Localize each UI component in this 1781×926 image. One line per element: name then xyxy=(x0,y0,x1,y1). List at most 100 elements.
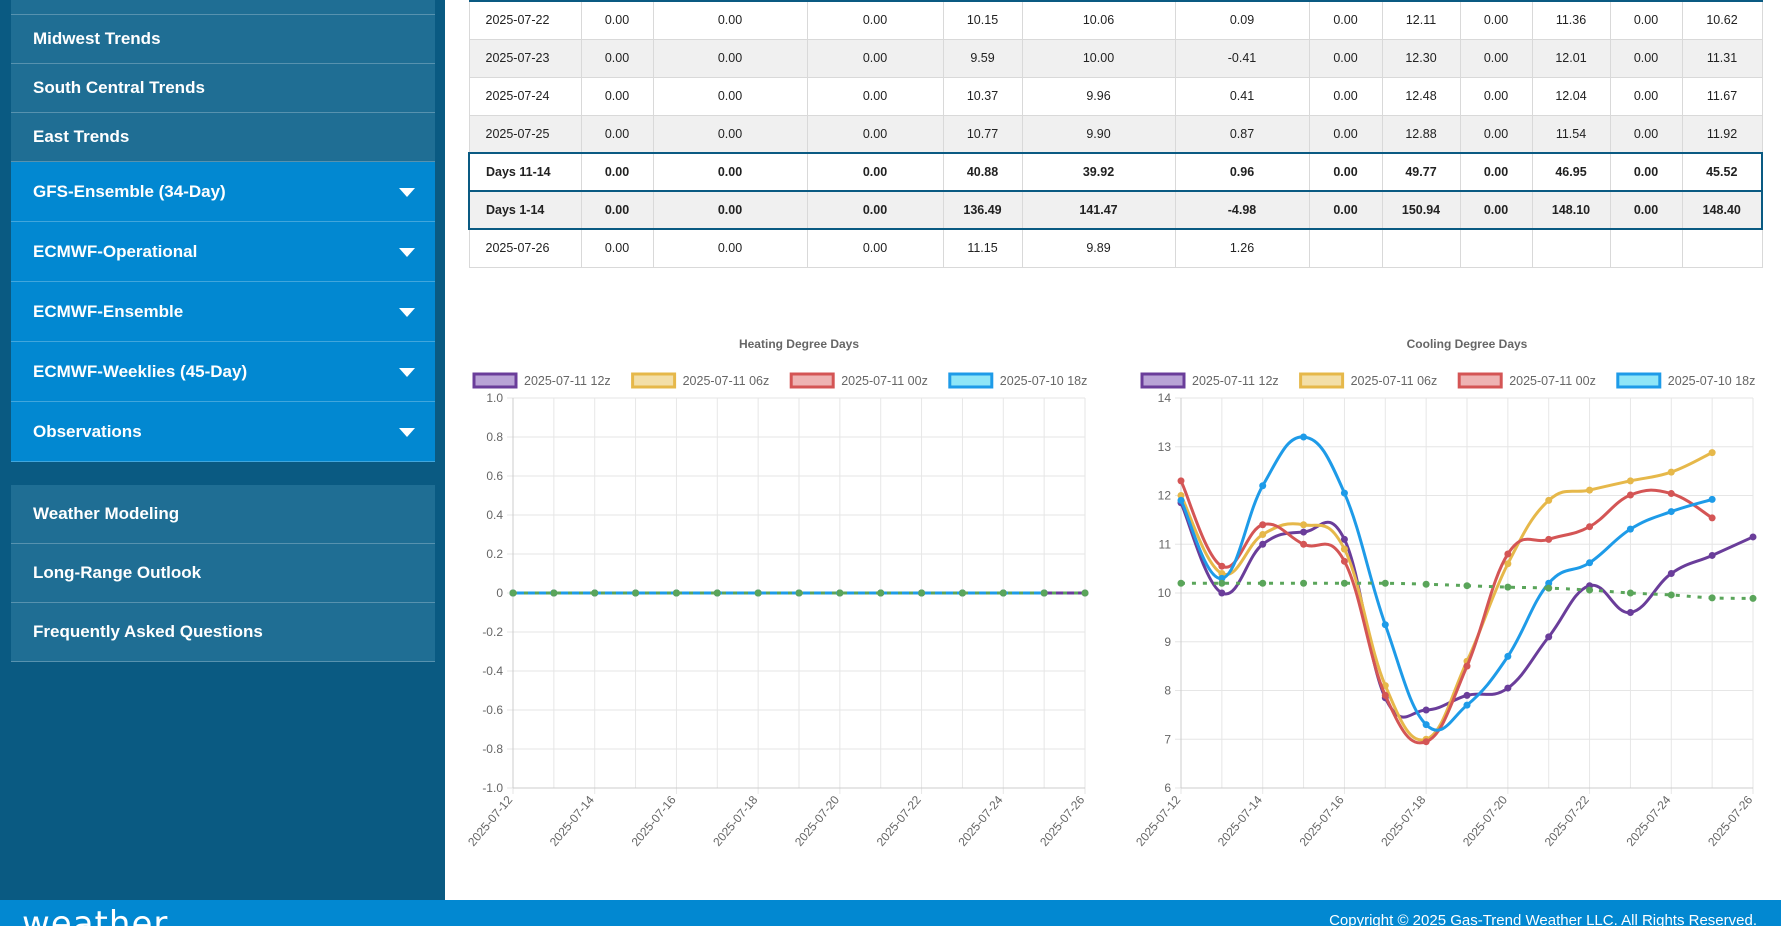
data-point xyxy=(1300,579,1308,587)
sidebar-item-south-central-trends[interactable]: South Central Trends xyxy=(11,64,435,113)
sidebar-item-label: ECMWF-Operational xyxy=(33,241,198,261)
data-point xyxy=(1586,486,1594,494)
sidebar-item-east-trends[interactable]: East Trends xyxy=(11,113,435,162)
table-cell: 45.52 xyxy=(1681,152,1763,192)
x-tick-label: 2025-07-14 xyxy=(1215,793,1265,849)
y-tick-label: 12 xyxy=(1158,489,1172,503)
table-cell: 0.00 xyxy=(652,190,808,230)
table-cell: -0.41 xyxy=(1174,38,1310,78)
table-cell: 10.77 xyxy=(942,114,1023,154)
table-cell: 0.00 xyxy=(580,0,654,40)
sidebar-item-long-range-outlook[interactable]: Long-Range Outlook xyxy=(11,544,435,603)
degree-days-table: 2025-07-22 0.00 0.00 0.00 10.15 10.06 0.09 0.00… xyxy=(468,0,1763,268)
table-cell: 0.00 xyxy=(652,152,808,192)
x-tick-label: 2025-07-26 xyxy=(1037,793,1087,849)
table-cell: 40.88 xyxy=(942,152,1023,192)
data-point xyxy=(1586,586,1594,594)
table-cell: 0.00 xyxy=(580,114,654,154)
table-cell: 0.00 xyxy=(806,152,944,192)
table-cell: 1.26 xyxy=(1174,228,1310,268)
data-point xyxy=(1177,492,1185,499)
table-row: 2025-07-24 0.00 0.00 0.00 10.37 9.96 0.41 0.00 1… xyxy=(468,76,1763,116)
table-cell: 0.09 xyxy=(1174,0,1310,40)
data-point xyxy=(1667,591,1675,599)
table-cell: 0.00 xyxy=(1459,114,1533,154)
data-point xyxy=(1586,559,1594,567)
table-cell: 0.00 xyxy=(652,38,808,78)
table-cell: 9.96 xyxy=(1021,76,1176,116)
sidebar-item-faq[interactable]: Frequently Asked Questions xyxy=(11,603,435,662)
cooling-degree-days-chart: Cooling Degree Days 2025-07-11 12z 2025-07… xyxy=(1133,330,1781,870)
table-cell: 0.00 xyxy=(1609,0,1683,40)
sidebar-item-label: ECMWF-Weeklies (45-Day) xyxy=(33,361,248,381)
footer-logo[interactable]: weather xyxy=(22,904,169,926)
table-cell: 0.00 xyxy=(580,38,654,78)
y-tick-label: -1.0 xyxy=(482,781,503,795)
sidebar-item-weather-modeling[interactable]: Weather Modeling xyxy=(11,485,435,544)
table-cell: 11.31 xyxy=(1681,38,1763,78)
table-cell: 49.77 xyxy=(1381,152,1461,192)
sidebar-item-ecmwf-weeklies[interactable]: ECMWF-Weeklies (45-Day) xyxy=(11,342,435,402)
x-tick-label: 2025-07-12 xyxy=(468,793,516,849)
table-cell: 136.49 xyxy=(942,190,1023,230)
x-tick-label: 2025-07-16 xyxy=(1297,793,1347,849)
legend-label: 2025-07-11 12z xyxy=(524,374,611,388)
legend-swatch xyxy=(472,372,518,389)
sidebar-item-ecmwf-operational[interactable]: ECMWF-Operational xyxy=(11,222,435,282)
data-point xyxy=(591,589,599,597)
data-point xyxy=(1259,521,1267,529)
table-cell: 0.00 xyxy=(1609,38,1683,78)
y-tick-label: 0.4 xyxy=(486,508,503,522)
data-point xyxy=(1177,579,1185,587)
table-cell: 12.30 xyxy=(1381,38,1461,78)
data-point xyxy=(1504,550,1512,558)
data-point xyxy=(1177,477,1185,485)
y-tick-label: 0.6 xyxy=(486,469,503,483)
legend-label: 2025-07-11 06z xyxy=(1351,374,1438,388)
table-cell: 0.96 xyxy=(1174,152,1310,192)
y-tick-label: 13 xyxy=(1158,440,1172,454)
data-point xyxy=(1259,531,1267,538)
x-tick-label: 2025-07-16 xyxy=(629,793,679,849)
table-cell: 11.54 xyxy=(1531,114,1611,154)
legend-label: 2025-07-11 00z xyxy=(841,374,928,388)
table-cell: 148.40 xyxy=(1681,190,1763,230)
sidebar-item-label: Weather Modeling xyxy=(33,504,180,523)
data-point xyxy=(1300,433,1308,441)
table-cell: 12.48 xyxy=(1381,76,1461,116)
data-point xyxy=(672,589,680,597)
data-point xyxy=(1422,580,1430,588)
sidebar-item-gfs-ensemble[interactable]: GFS-Ensemble (34-Day) xyxy=(11,162,435,222)
table-cell: 0.00 xyxy=(806,228,944,268)
table-cell: 0.00 xyxy=(652,0,808,40)
table-cell: 0.00 xyxy=(652,228,808,268)
legend-swatch xyxy=(789,372,835,389)
table-cell: 0.00 xyxy=(1308,114,1383,154)
data-point xyxy=(836,589,844,597)
table-row: 2025-07-22 0.00 0.00 0.00 10.15 10.06 0.09 0.00… xyxy=(468,0,1763,40)
data-point xyxy=(1177,496,1185,504)
data-point xyxy=(1381,579,1389,587)
sidebar-item-label: ECMWF-Ensemble xyxy=(33,301,184,321)
sidebar-item-ecmwf-ensemble[interactable]: ECMWF-Ensemble xyxy=(11,282,435,342)
data-point xyxy=(1545,496,1553,504)
sidebar-item-observations[interactable]: Observations xyxy=(11,402,435,462)
legend-swatch xyxy=(948,372,994,389)
table-cell: 10.00 xyxy=(1021,38,1176,78)
y-tick-label: 0.2 xyxy=(486,547,503,561)
data-point xyxy=(1586,523,1594,531)
data-point xyxy=(1081,589,1089,597)
y-tick-label: 0.8 xyxy=(486,430,503,444)
data-point xyxy=(1300,521,1308,529)
data-point xyxy=(1667,468,1675,476)
sidebar-item-midwest-trends[interactable]: Midwest Trends xyxy=(11,15,435,64)
sidebar-item-cropped[interactable] xyxy=(11,0,435,15)
table-cell: 11.92 xyxy=(1681,114,1763,154)
data-point xyxy=(1667,570,1675,577)
data-point xyxy=(918,589,926,597)
table-cell: 0.00 xyxy=(1609,190,1683,230)
data-point xyxy=(1340,489,1348,497)
table-cell: 9.89 xyxy=(1021,228,1176,268)
data-point xyxy=(1708,594,1716,602)
data-point xyxy=(1422,721,1430,729)
